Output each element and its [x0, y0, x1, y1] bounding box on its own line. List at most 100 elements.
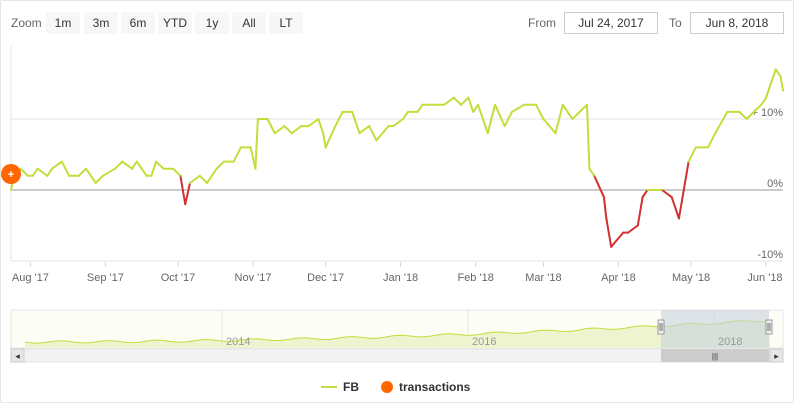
fb-data-point [656, 189, 658, 191]
fb-data-point [714, 132, 717, 134]
zoom-6m-button[interactable]: 6m [121, 12, 155, 34]
navigator-area-fill [25, 320, 770, 348]
y-tick-label: -10% [757, 249, 783, 261]
fb-line-segment [452, 96, 463, 106]
zoom-lt-button[interactable]: LT [269, 12, 303, 34]
fb-line-segment [602, 196, 608, 220]
legend-transactions[interactable]: transactions [381, 380, 470, 394]
fb-line-segment [189, 174, 201, 184]
to-date-input[interactable]: Jun 8, 2018 [690, 12, 784, 34]
fb-line-segment [266, 118, 276, 135]
fb-line-segment [687, 146, 697, 163]
fb-data-point [535, 104, 537, 106]
x-tick-label: Jun '18 [747, 272, 782, 284]
x-tick-label: Apr '18 [601, 272, 636, 284]
navigator-tick-label: 2016 [472, 336, 496, 348]
fb-data-point [317, 118, 320, 120]
fb-data-point [453, 96, 455, 99]
fb-data-point [46, 175, 49, 177]
fb-data-point [136, 160, 138, 163]
y-tick-label: + 10% [752, 107, 784, 119]
fb-data-point [375, 139, 378, 142]
fb-data-point [571, 118, 574, 120]
fb-line-segment [774, 68, 782, 78]
x-tick-label: Nov '17 [235, 272, 272, 284]
fb-line-segment [179, 174, 187, 206]
fb-line-segment [94, 174, 104, 184]
fb-data-point [561, 104, 564, 106]
fb-line-segment [714, 110, 729, 135]
transaction-markers[interactable]: + [1, 164, 21, 184]
fb-line-segment [605, 217, 613, 248]
grid-lines [10, 46, 783, 262]
x-tick-label: Dec '17 [307, 272, 344, 284]
fb-data-point [407, 111, 409, 113]
fb-data-point [19, 167, 22, 170]
fb-data-point [695, 146, 697, 149]
fb-data-point [578, 111, 581, 113]
x-tick-label: Aug '17 [12, 272, 49, 284]
fb-line-segment [660, 189, 673, 199]
fb-line-segment [254, 118, 259, 170]
fb-data-point [523, 104, 525, 106]
fb-line-segment [198, 174, 209, 184]
fb-data-point [603, 196, 605, 198]
fb-line-segment [486, 103, 497, 135]
fb-line-segment [588, 167, 596, 177]
fb-data-point [782, 89, 784, 92]
fb-data-point [94, 182, 97, 184]
fb-data-point [145, 175, 148, 177]
legend-fb[interactable]: FB [321, 380, 359, 394]
navigator-selection[interactable] [661, 310, 769, 348]
fb-data-point [675, 210, 678, 213]
fb-data-point [687, 160, 690, 163]
fb-data-point [421, 104, 424, 106]
fb-data-point [436, 104, 438, 106]
transaction-marker[interactable] [1, 164, 21, 184]
fb-line-segment [51, 160, 63, 170]
fb-data-point [162, 167, 165, 170]
navigator[interactable]: 2014 2016 2018 ◂ ▸ ||| [10, 309, 784, 363]
x-tick-label: May '18 [672, 272, 710, 284]
scrollbar-thumb[interactable] [661, 349, 769, 362]
fb-data-point [554, 132, 557, 134]
fb-data-point [511, 111, 513, 113]
fb-data-point [254, 167, 257, 170]
fb-data-point [240, 146, 242, 149]
zoom-ytd-button[interactable]: YTD [158, 12, 192, 34]
zoom-3m-button[interactable]: 3m [84, 12, 118, 34]
fb-series [10, 68, 784, 248]
fb-data-point [358, 132, 361, 134]
fb-line-segment [670, 196, 678, 213]
zoom-all-button[interactable]: All [232, 12, 266, 34]
navigator-tick-label: 2014 [226, 336, 250, 348]
fb-line-segment [334, 110, 344, 128]
fb-line-segment [31, 167, 39, 177]
fb-line-segment [232, 146, 242, 163]
fb-line-segment [477, 103, 489, 135]
fb-line-segment [443, 96, 455, 106]
fb-data-point [215, 167, 218, 170]
navigator-handle[interactable] [657, 319, 665, 335]
fb-data-point [472, 111, 475, 113]
zoom-1m-button[interactable]: 1m [46, 12, 80, 34]
fb-line-segment [593, 174, 605, 199]
x-tick-label: Feb '18 [457, 272, 493, 284]
fb-data-point [61, 160, 63, 163]
fb-line-segment [392, 118, 405, 128]
line-swatch-icon [321, 386, 337, 388]
fb-data-point [678, 217, 680, 220]
navigator-handle[interactable] [765, 319, 773, 335]
scroll-button[interactable] [769, 348, 784, 363]
x-tick-label: Sep '17 [87, 272, 124, 284]
from-date-input[interactable]: Jul 24, 2017 [564, 12, 658, 34]
scroll-button[interactable] [10, 348, 25, 363]
fb-data-point [477, 104, 479, 106]
zoom-1y-button[interactable]: 1y [195, 12, 229, 34]
fb-data-point [392, 125, 395, 127]
x-tick-label: Jan '18 [383, 272, 418, 284]
fb-line-segment [131, 160, 138, 170]
fb-line-segment [578, 103, 588, 113]
fb-line-segment [677, 160, 690, 220]
fb-data-point [283, 125, 286, 127]
